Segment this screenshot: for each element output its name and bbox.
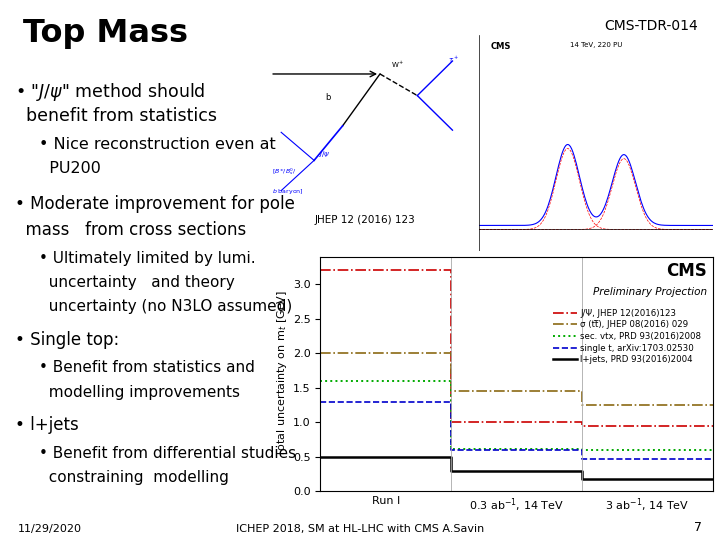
Text: 11/29/2020: 11/29/2020 [18, 523, 82, 534]
Text: b: b [325, 93, 330, 102]
Text: • Ultimately limited by lumi.: • Ultimately limited by lumi. [39, 251, 255, 266]
Text: PU200: PU200 [39, 161, 100, 177]
Text: JHEP 12 (2016) 123: JHEP 12 (2016) 123 [314, 215, 415, 225]
Text: $J/\psi$: $J/\psi$ [318, 149, 330, 159]
Y-axis label: Total uncertainty on m$_t$ [GeV]: Total uncertainty on m$_t$ [GeV] [275, 291, 289, 457]
Text: • Benefit from differential studies: • Benefit from differential studies [39, 446, 296, 461]
Text: constraining  modelling: constraining modelling [39, 470, 228, 485]
Text: ICHEP 2018, SM at HL-LHC with CMS A.Savin: ICHEP 2018, SM at HL-LHC with CMS A.Savi… [236, 523, 484, 534]
Text: Top Mass: Top Mass [23, 18, 188, 49]
Text: uncertainty   and theory: uncertainty and theory [39, 275, 234, 290]
Text: mass   from cross sections: mass from cross sections [15, 221, 247, 239]
Text: 14 TeV, 220 PU: 14 TeV, 220 PU [570, 42, 622, 48]
Text: 7: 7 [694, 521, 702, 534]
Text: $\tau^+$: $\tau^+$ [448, 55, 459, 65]
Text: • l+jets: • l+jets [15, 416, 79, 434]
Legend: J/Ψ, JHEP 12(2016)123, σ (tt̅), JHEP 08(2016) 029, sec. vtx, PRD 93(2016)2008, s: J/Ψ, JHEP 12(2016)123, σ (tt̅), JHEP 08(… [549, 306, 705, 368]
Text: • Nice reconstruction even at: • Nice reconstruction even at [39, 137, 275, 152]
Text: CMS: CMS [666, 262, 707, 280]
Text: W$^+$: W$^+$ [391, 59, 405, 70]
Text: modelling improvements: modelling improvements [39, 385, 240, 400]
Text: • "$J/\psi$" method should: • "$J/\psi$" method should [15, 81, 206, 103]
Text: $b$ baryon]: $b$ baryon] [272, 187, 304, 196]
Text: CMS-TDR-014: CMS-TDR-014 [605, 19, 698, 33]
Text: Preliminary Projection: Preliminary Projection [593, 287, 707, 297]
Text: benefit from statistics: benefit from statistics [15, 106, 217, 125]
Text: uncertainty (no N3LO assumed): uncertainty (no N3LO assumed) [39, 300, 292, 314]
Text: • Single top:: • Single top: [15, 331, 120, 349]
Text: CMS: CMS [490, 42, 511, 51]
Text: • Moderate improvement for pole: • Moderate improvement for pole [15, 195, 295, 213]
Text: $[B^{\pm}/B^0_s/$: $[B^{\pm}/B^0_s/$ [272, 166, 297, 177]
Text: • Benefit from statistics and: • Benefit from statistics and [39, 360, 254, 375]
